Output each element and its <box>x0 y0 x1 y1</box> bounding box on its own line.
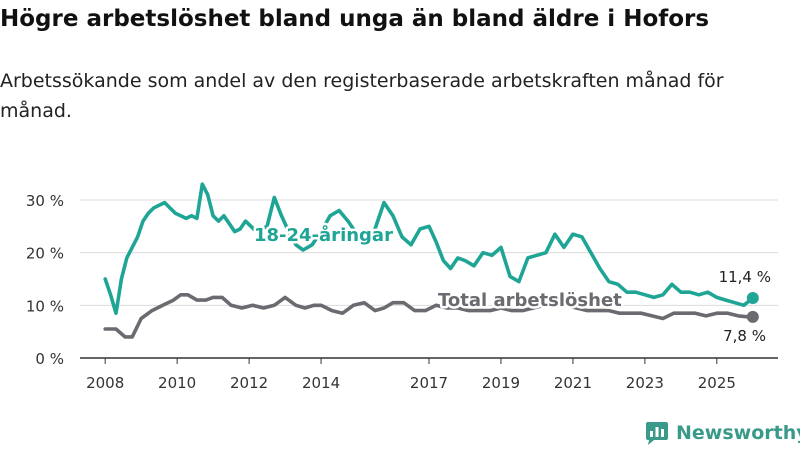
y-tick-label: 0 % <box>35 350 64 368</box>
x-tick-label: 2025 <box>698 374 736 392</box>
youth-end-value-label: 11,4 % <box>719 268 771 286</box>
x-axis-ticks: 2008 2010 2012 2014 2017 2019 2021 2023 2025 <box>86 358 736 392</box>
grid-lines <box>80 199 778 359</box>
chart-title: Högre arbetslöshet bland unga än bland ä… <box>0 6 710 32</box>
total-end-value-label: 7,8 % <box>723 327 766 345</box>
x-tick-label: 2019 <box>482 374 520 392</box>
x-tick-label: 2010 <box>158 374 196 392</box>
y-tick-label: 20 % <box>26 245 64 263</box>
x-tick-label: 2021 <box>554 374 592 392</box>
y-tick-label: 30 % <box>26 192 64 210</box>
chart-subtitle: Arbetssökande som andel av den registerb… <box>0 70 724 122</box>
brand-name: Newsworthy <box>676 422 800 444</box>
total-series-line <box>103 293 755 339</box>
x-tick-label: 2014 <box>302 374 340 392</box>
youth-series-label: 18-24-åringar <box>254 224 393 246</box>
youth-series-line <box>103 182 755 315</box>
total-series-label: Total arbetslöshet <box>438 290 622 311</box>
total-end-point <box>746 310 759 323</box>
x-tick-label: 2008 <box>86 374 124 392</box>
x-tick-label: 2012 <box>230 374 268 392</box>
newsworthy-logo-icon <box>646 422 668 445</box>
youth-end-point <box>746 291 759 304</box>
x-tick-label: 2017 <box>410 374 448 392</box>
series-lines <box>103 182 759 339</box>
x-tick-label: 2023 <box>626 374 664 392</box>
newsworthy-logo[interactable]: Newsworthy <box>644 420 800 446</box>
y-tick-label: 10 % <box>26 297 64 315</box>
series-labels: 18-24-åringar Total arbetslöshet 11,4 % 7,8… <box>252 222 772 346</box>
y-axis-ticks: 0 % 10 % 20 % 30 % <box>26 192 64 368</box>
